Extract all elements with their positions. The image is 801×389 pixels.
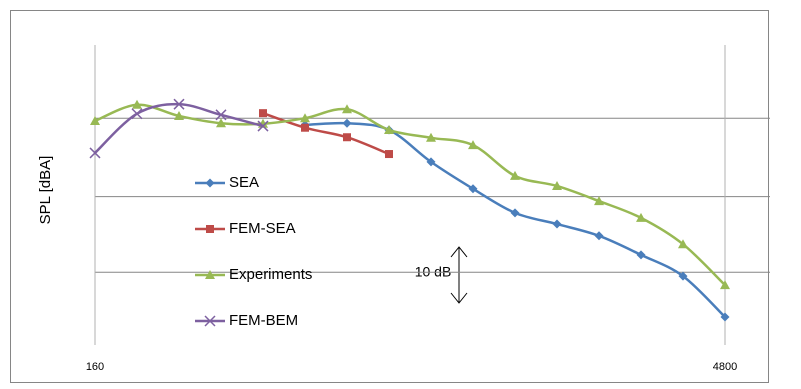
marker <box>510 170 520 180</box>
marker <box>468 140 478 150</box>
marker <box>342 118 352 128</box>
legend-label: SEA <box>229 174 259 191</box>
marker <box>510 208 520 218</box>
marker <box>215 109 227 121</box>
marker <box>174 110 184 120</box>
marker <box>552 219 562 229</box>
marker <box>300 113 310 123</box>
marker <box>206 225 214 233</box>
marker <box>720 312 730 322</box>
marker <box>636 212 646 222</box>
marker <box>216 118 226 128</box>
series-line <box>94 103 726 286</box>
marker <box>342 104 352 114</box>
series <box>89 98 269 159</box>
legend-label: FEM-SEA <box>229 220 296 237</box>
series <box>300 118 730 322</box>
series <box>259 109 393 159</box>
series-line <box>262 111 390 156</box>
x-tick-label: 4800 <box>713 361 737 373</box>
marker <box>132 99 142 109</box>
marker <box>204 315 216 327</box>
marker <box>426 157 436 167</box>
marker <box>343 133 351 142</box>
marker <box>552 180 562 190</box>
marker <box>131 108 143 120</box>
series <box>90 99 730 290</box>
marker <box>259 109 267 118</box>
y-axis-label: SPL [dBA] <box>37 156 54 225</box>
marker <box>205 178 215 188</box>
marker <box>385 150 393 159</box>
marker <box>205 270 215 279</box>
marker <box>594 231 604 241</box>
marker <box>720 280 730 290</box>
marker <box>89 147 101 159</box>
marker <box>384 124 394 134</box>
marker <box>90 116 100 125</box>
marker <box>468 184 478 194</box>
x-tick-label: 160 <box>86 361 104 373</box>
marker <box>173 98 185 110</box>
marker <box>678 271 688 281</box>
marker <box>636 250 646 260</box>
legend-label: FEM-BEM <box>229 312 298 329</box>
marker <box>426 132 436 142</box>
marker <box>301 123 309 132</box>
legend-label: Experiments <box>229 266 312 283</box>
marker <box>257 120 269 132</box>
marker <box>678 239 688 249</box>
marker <box>594 196 604 206</box>
annotation-arrow <box>450 246 468 304</box>
